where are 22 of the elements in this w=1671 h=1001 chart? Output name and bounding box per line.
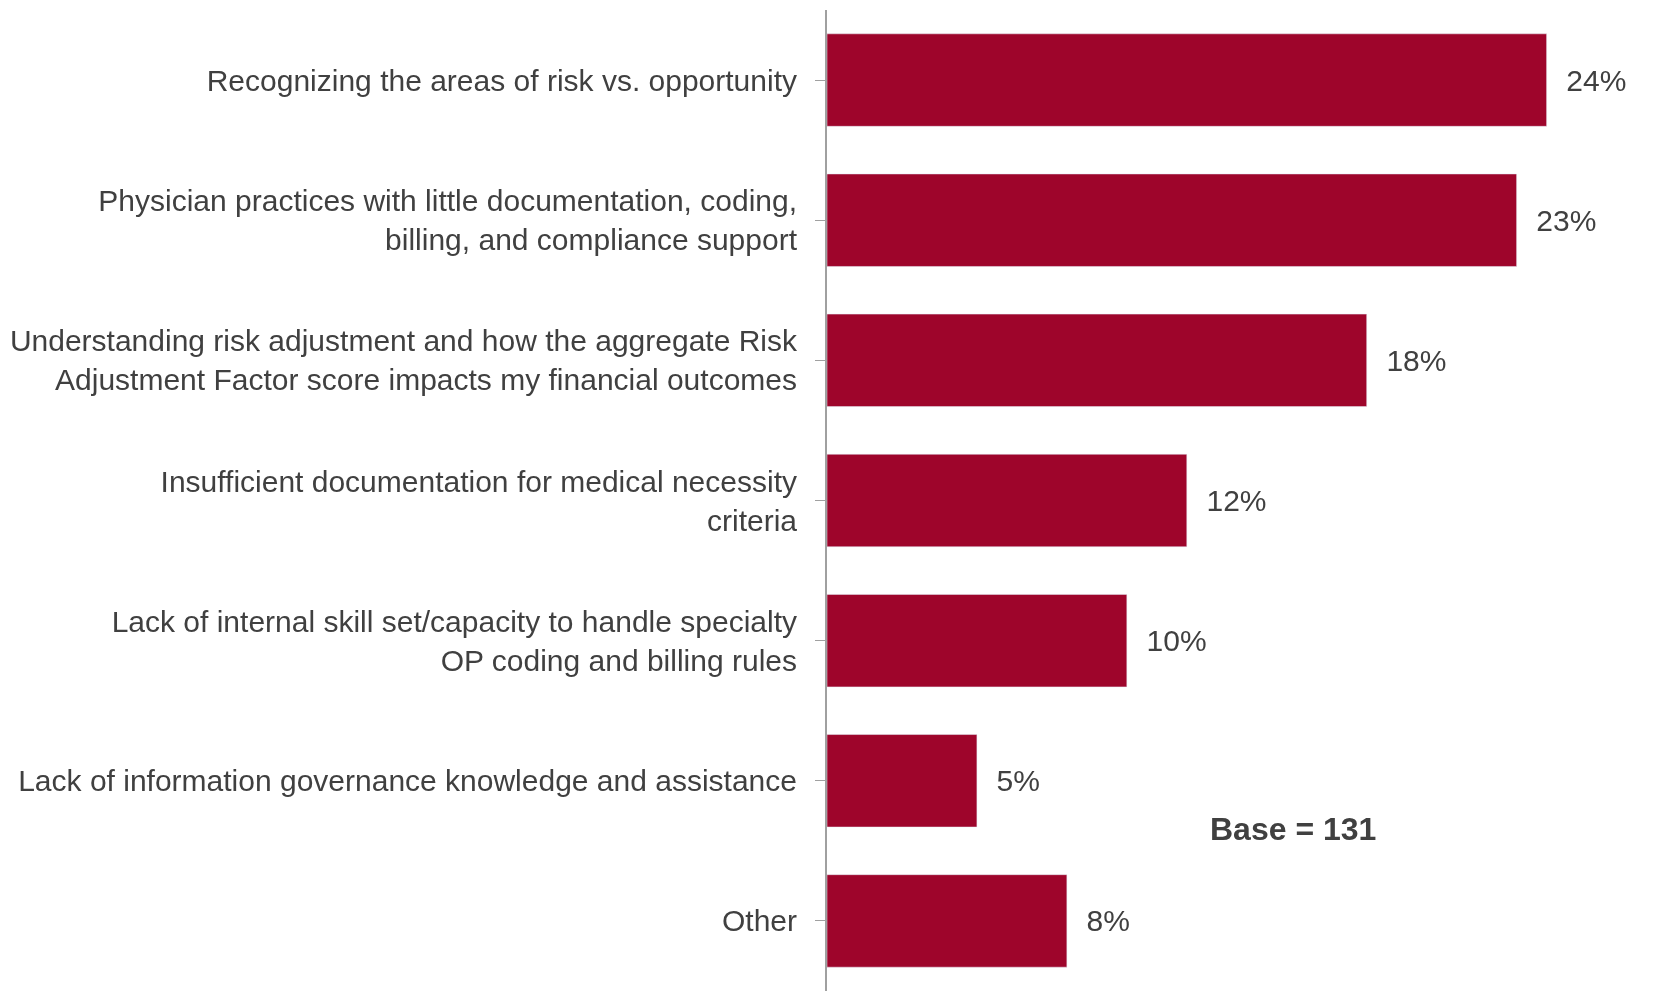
data-label: 24%: [1549, 63, 1627, 97]
bar: [827, 454, 1188, 547]
y-tick-label: Lack of internal skill set/capacity to handle specialty OP coding and billing rules: [111, 604, 797, 677]
annotation: Base = 131: [1210, 811, 1377, 847]
y-tick-label: Insufficient documentation for medical necessity criteria: [160, 464, 798, 537]
y-tick-label: Physician practices with little documentation, coding, billing, and compliance support: [98, 184, 798, 257]
data-label: 18%: [1369, 343, 1447, 377]
bar: [827, 33, 1547, 127]
data-label: 5%: [979, 764, 1040, 798]
data-label: 23%: [1519, 203, 1597, 237]
data-label: 8%: [1069, 904, 1130, 938]
bar: [827, 874, 1068, 968]
data-label: 10%: [1129, 624, 1207, 658]
y-tick-label: Lack of information governance knowledge and assistance: [18, 764, 797, 798]
bar: [827, 313, 1367, 407]
data-label: 12%: [1189, 484, 1267, 517]
bar: [827, 594, 1128, 688]
bar: [827, 734, 978, 828]
y-tick-label: Other: [721, 904, 798, 938]
y-tick-label: Recognizing the areas of risk vs. opportunity: [206, 63, 797, 97]
y-tick-label: Understanding risk adjustment and how the aggregate Risk Adjustment Factor score impacts my financial outcomes: [9, 324, 798, 397]
bar: [827, 173, 1517, 267]
